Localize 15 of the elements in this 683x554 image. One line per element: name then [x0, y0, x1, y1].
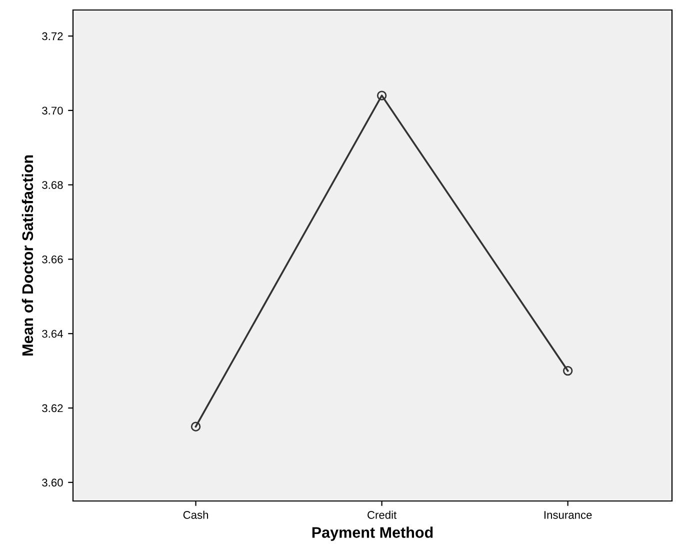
point	[562, 366, 573, 376]
y-tick-label: 3.64	[42, 330, 63, 338]
x-tick-label: Credit	[368, 510, 397, 519]
y-tick-label: 3.68	[42, 181, 63, 189]
x-tick-label: Insurance	[544, 511, 592, 519]
y-tick-label: 3.70	[42, 106, 63, 115]
y-tick-label: 3.66	[42, 255, 63, 264]
point	[376, 90, 387, 100]
y-axis-title: Mean of Doctor Satisfaction	[22, 155, 34, 356]
y-tick-label: 3.72	[42, 32, 63, 40]
y-tick-label: 3.60	[42, 478, 63, 487]
point	[190, 422, 201, 432]
x-tick-label: Cash	[183, 510, 208, 519]
x-axis-title: Payment Method	[312, 526, 433, 541]
y-tick-label: 3.62	[42, 404, 63, 412]
